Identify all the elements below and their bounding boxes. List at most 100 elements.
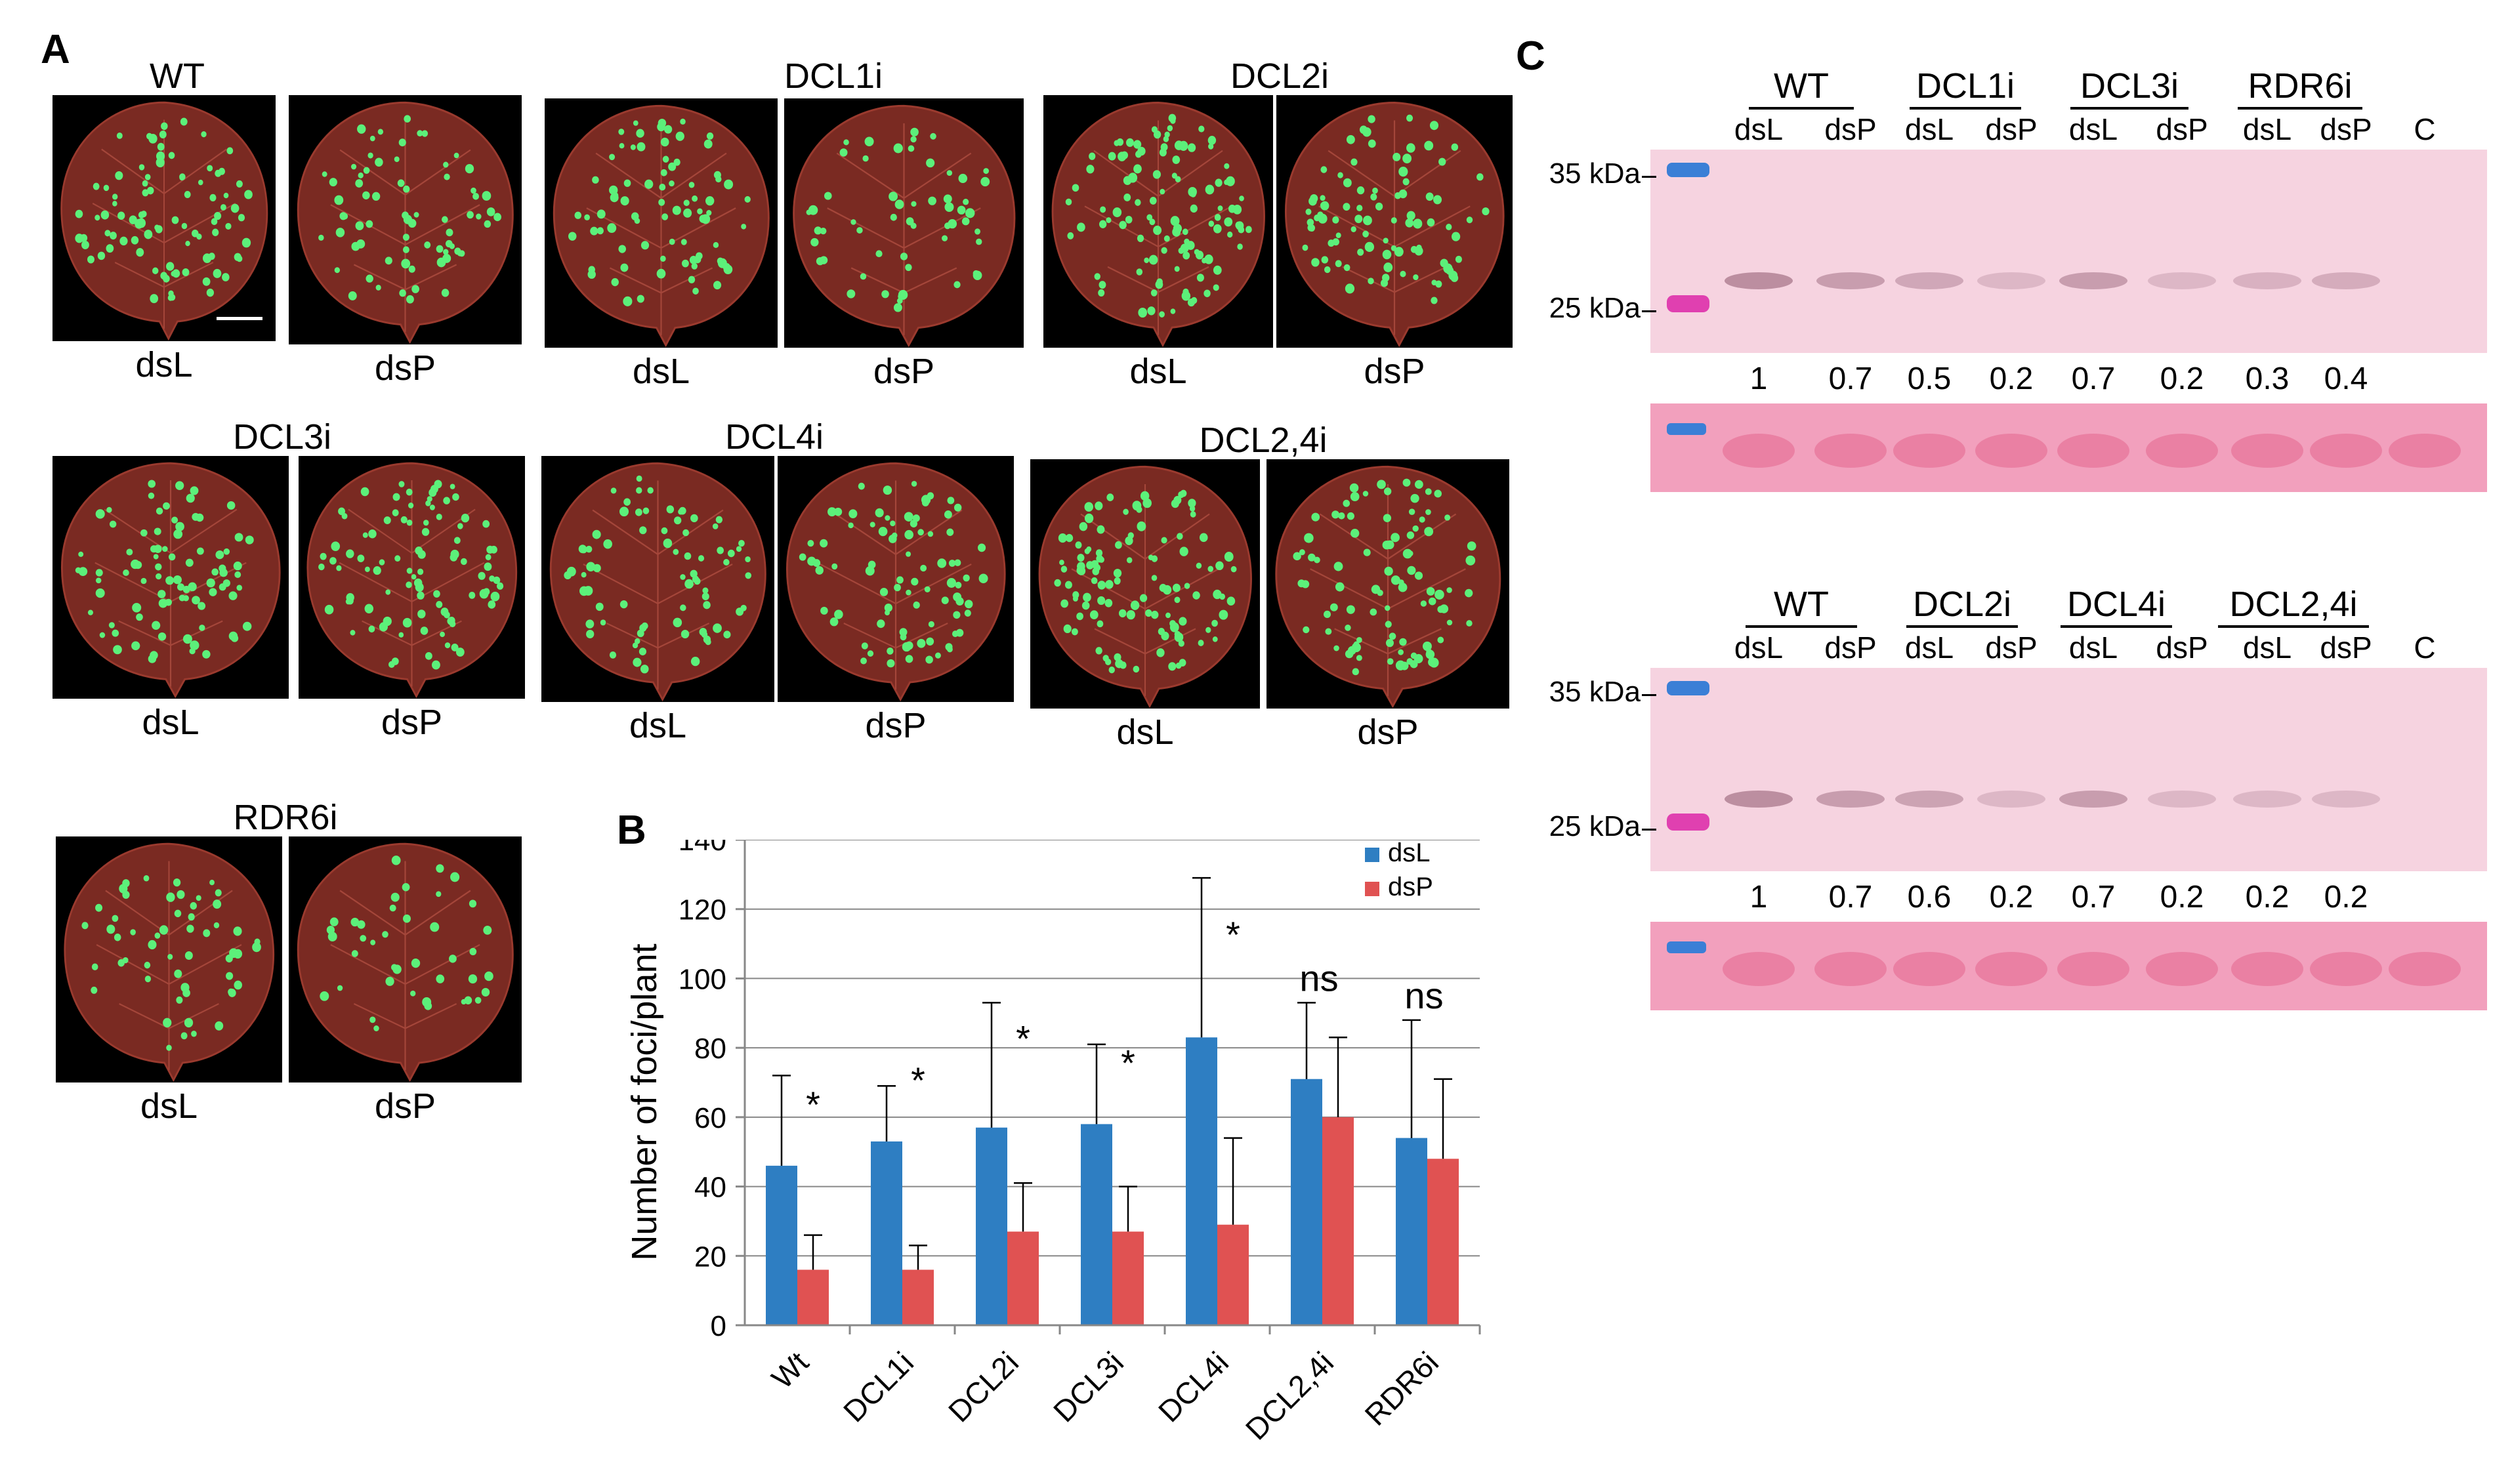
gfp-focus: [1385, 621, 1392, 628]
gfp-focus: [390, 892, 400, 902]
leaf-drawing: [549, 462, 766, 702]
gfp-focus: [163, 1018, 172, 1028]
gfp-focus: [1178, 640, 1184, 647]
leaf-image: [1276, 95, 1513, 348]
gfp-focus: [1095, 549, 1103, 557]
gfp-focus: [1128, 173, 1138, 183]
gfp-focus: [744, 196, 751, 203]
gfp-focus: [913, 601, 920, 609]
gfp-focus: [144, 174, 151, 180]
gfp-focus: [196, 234, 202, 240]
gfp-focus: [233, 949, 243, 959]
legend-swatch: [1365, 882, 1379, 896]
gfp-focus: [1125, 215, 1133, 224]
gfp-focus: [226, 972, 234, 980]
gfp-focus: [360, 935, 367, 942]
gfp-focus: [126, 548, 133, 556]
gfp-focus: [690, 514, 698, 523]
gfp-focus: [1308, 553, 1316, 562]
gfp-focus: [167, 953, 173, 960]
gfp-focus: [680, 604, 686, 611]
gfp-focus: [424, 241, 431, 249]
protein-band: [2233, 791, 2301, 808]
gfp-focus: [228, 989, 236, 997]
stain-band: [1975, 434, 2047, 468]
gfp-focus: [1395, 660, 1406, 670]
gfp-focus: [95, 903, 103, 912]
gfp-focus: [331, 541, 341, 551]
gfp-focus: [453, 537, 461, 545]
gfp-focus: [154, 224, 160, 231]
gfp-focus: [385, 976, 394, 986]
gfp-focus: [223, 548, 230, 555]
gfp-focus: [597, 227, 604, 235]
blot-group-label: DCL4i: [2066, 585, 2166, 624]
gfp-focus: [1383, 487, 1392, 495]
gfp-focus: [469, 947, 477, 956]
gfp-focus: [148, 480, 156, 488]
leaf-drawing: [1051, 102, 1265, 348]
gfp-focus: [219, 583, 226, 591]
gfp-focus: [1205, 627, 1211, 633]
bar-dsP: [1112, 1231, 1144, 1325]
gfp-focus: [1149, 218, 1156, 226]
gfp-focus: [1343, 203, 1350, 211]
gfp-focus: [636, 475, 642, 482]
gfp-focus: [1144, 257, 1150, 264]
gfp-focus: [1092, 567, 1100, 575]
gfp-focus: [87, 255, 94, 264]
gfp-focus: [1368, 139, 1376, 148]
gfp-focus: [156, 573, 162, 580]
gfp-focus: [1219, 609, 1228, 620]
gfp-focus: [1083, 592, 1091, 602]
gfp-focus: [486, 207, 495, 216]
blot-group-label: DCL3i: [2080, 66, 2179, 106]
blot-group-label: DCL1i: [1915, 66, 2015, 106]
gfp-focus: [1094, 273, 1100, 280]
treatment-label: dsP: [1357, 712, 1419, 752]
gfp-focus: [703, 601, 711, 609]
gfp-focus: [1224, 217, 1233, 227]
treatment-label: dsL: [1116, 712, 1174, 752]
gfp-focus: [1168, 662, 1177, 671]
band-quantification: 0.4: [2324, 361, 2368, 396]
gfp-focus: [379, 559, 385, 566]
protein-band: [2148, 272, 2216, 289]
gfp-focus: [1419, 516, 1425, 523]
treatment-label: dsP: [873, 352, 935, 391]
gfp-focus: [1413, 218, 1423, 229]
gfp-focus: [417, 130, 423, 137]
gfp-focus: [1425, 509, 1431, 516]
gfp-focus: [138, 211, 145, 218]
gfp-focus: [152, 267, 159, 274]
gfp-focus: [1172, 155, 1181, 164]
gfp-focus: [680, 239, 687, 245]
gfp-focus: [1099, 220, 1107, 228]
gfp-focus: [451, 644, 459, 651]
gfp-focus: [713, 281, 722, 290]
gfp-focus: [839, 148, 848, 157]
gfp-focus: [368, 529, 377, 539]
gfp-focus: [362, 191, 370, 199]
gfp-focus: [1375, 202, 1383, 211]
gfp-focus: [234, 571, 241, 578]
gfp-focus: [223, 192, 229, 199]
gfp-focus: [1232, 205, 1242, 215]
gfp-focus: [157, 142, 165, 151]
gfp-focus: [415, 546, 423, 555]
gfp-focus: [1446, 587, 1452, 593]
gfp-focus: [191, 1031, 197, 1037]
gfp-focus: [436, 974, 445, 983]
leaf-image: [784, 98, 1024, 348]
gfp-focus: [1207, 136, 1217, 145]
leaf-image: [52, 95, 276, 341]
gfp-focus: [1077, 222, 1085, 232]
gfp-focus: [1455, 255, 1462, 263]
gfp-focus: [963, 198, 969, 205]
gfp-focus: [717, 546, 724, 554]
lane-label: dsP: [1824, 630, 1877, 665]
gfp-focus: [196, 895, 201, 901]
gfp-focus: [831, 563, 838, 570]
protein-band: [2059, 791, 2127, 808]
significance-annotation: *: [806, 1084, 820, 1125]
